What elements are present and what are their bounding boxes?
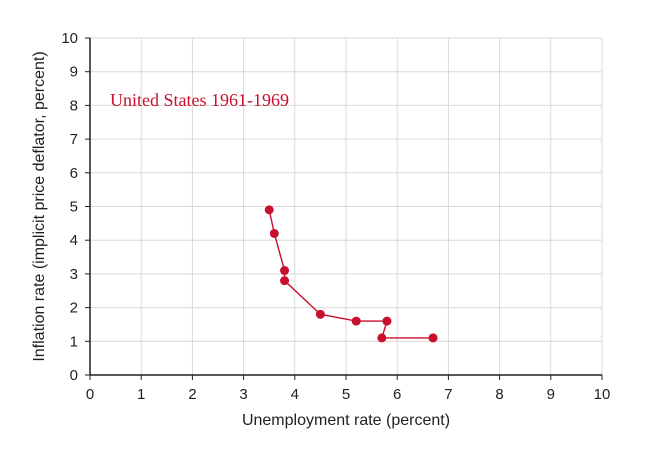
y-tick-label: 10 <box>61 30 78 47</box>
x-tick-label: 2 <box>188 386 196 403</box>
data-point <box>280 266 290 276</box>
x-tick-label: 5 <box>342 386 350 403</box>
y-tick-label: 3 <box>70 266 78 283</box>
data-point <box>428 333 438 343</box>
x-tick-label: 1 <box>137 386 145 403</box>
data-point <box>377 333 387 343</box>
x-tick-label: 0 <box>86 386 94 403</box>
x-tick-label: 9 <box>547 386 555 403</box>
grid <box>89 37 603 376</box>
x-tick-label: 7 <box>444 386 452 403</box>
x-tick-label: 10 <box>594 386 611 403</box>
x-tick-label: 4 <box>291 386 299 403</box>
x-tick-label: 6 <box>393 386 401 403</box>
data-point <box>315 309 325 319</box>
x-tick-label: 3 <box>239 386 247 403</box>
y-tick-label: 2 <box>70 300 78 317</box>
y-tick-labels: 0 1 2 3 4 5 6 7 8 9 10 <box>61 30 90 384</box>
y-axis-title: Inflation rate (implicit price deflator,… <box>31 51 48 361</box>
data-point <box>264 205 274 215</box>
y-tick-label: 5 <box>70 199 78 216</box>
y-tick-label: 7 <box>70 131 78 148</box>
y-tick-label: 0 <box>70 367 78 384</box>
y-tick-label: 9 <box>70 64 78 81</box>
data-point <box>280 276 290 286</box>
y-tick-label: 8 <box>70 97 78 114</box>
data-point <box>351 316 361 326</box>
y-tick-label: 1 <box>70 333 78 350</box>
data-point <box>382 316 392 326</box>
y-tick-label: 4 <box>70 232 78 249</box>
x-tick-labels: 0 1 2 3 4 5 6 7 8 9 10 <box>86 375 611 403</box>
chart-annotation: United States 1961-1969 <box>110 90 289 110</box>
data-point <box>269 228 279 238</box>
y-tick-label: 6 <box>70 165 78 182</box>
x-axis-title: Unemployment rate (percent) <box>242 412 450 429</box>
series <box>264 205 438 343</box>
x-tick-label: 8 <box>495 386 503 403</box>
